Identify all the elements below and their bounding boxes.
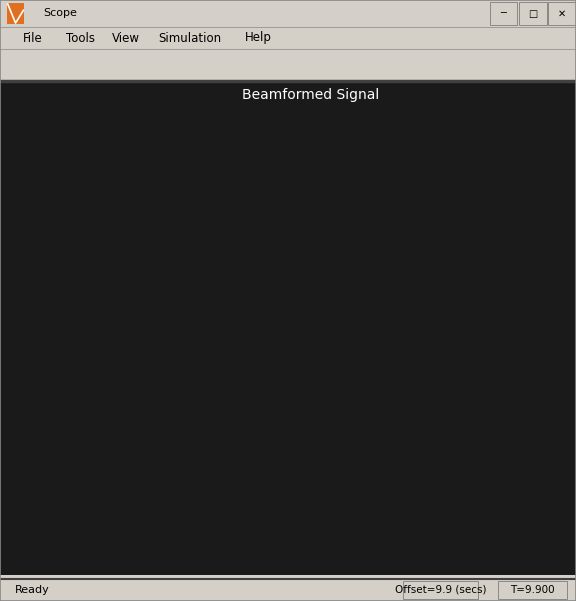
Text: Ready: Ready	[14, 585, 49, 595]
Text: T=9.900: T=9.900	[510, 585, 555, 595]
Text: Beamformed Signal: Beamformed Signal	[242, 88, 380, 102]
Text: File: File	[23, 31, 43, 44]
Y-axis label: Amplitude: Amplitude	[12, 279, 25, 351]
Text: View: View	[112, 31, 141, 44]
Text: ─: ─	[501, 8, 506, 19]
X-axis label: Time (ms): Time (ms)	[276, 545, 346, 558]
Text: □: □	[528, 8, 537, 19]
Text: ✕: ✕	[558, 8, 566, 19]
Text: Simulation: Simulation	[158, 31, 222, 44]
Text: Offset=9.9 (secs): Offset=9.9 (secs)	[395, 585, 486, 595]
Text: Help: Help	[245, 31, 272, 44]
Legend: Beamformed Signal: Beamformed Signal	[392, 115, 553, 140]
Text: Scope: Scope	[43, 8, 77, 19]
Text: Tools: Tools	[66, 31, 95, 44]
